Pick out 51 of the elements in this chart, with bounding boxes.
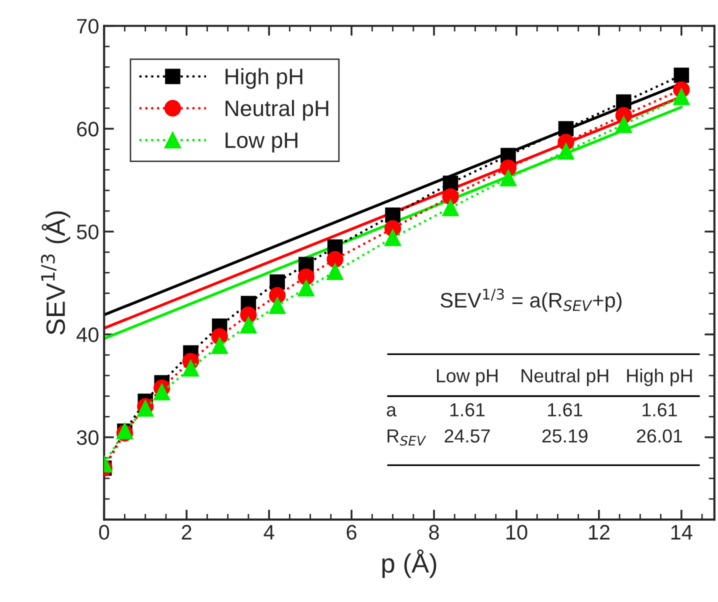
point [442,200,459,216]
point [558,143,574,160]
x-tick-label: 12 [588,524,610,540]
y-tick-label: 30 [76,430,98,446]
x-tick-label: 14 [671,525,692,540]
legend-label: High pH [226,68,302,89]
x-axis-title: p (Å) [382,549,436,578]
legend-label: Neutral pH [226,100,328,121]
annotation: Low pH [436,369,498,386]
annotation: 1.61 [642,403,677,416]
annotation: SEV$^{1/3}$ = a(R$_{SEV}$+p) [440,288,622,312]
x-tick-label: 6 [346,524,356,540]
point [182,360,200,377]
annotation: High pH [627,368,692,386]
point [442,176,458,191]
y-tick-label: 60 [77,122,98,136]
y-tick-label: 50 [76,224,98,240]
annotation: 26.01 [636,429,682,443]
point [326,251,344,268]
point [154,384,170,400]
x-tick-label: 0 [99,524,110,540]
point [270,274,285,290]
point [268,297,286,314]
point [385,207,400,223]
point [298,280,315,296]
point [298,268,315,286]
point [558,121,574,136]
y-tick-label: 40 [76,327,98,342]
x-tick-label: 4 [264,525,274,540]
point [674,68,690,83]
annotation: Neutral pH [522,368,608,386]
point [616,94,632,110]
annotation: R$_{SEV}$ [388,429,426,446]
annotation: a [386,406,396,416]
y-tick-label: 70 [77,18,98,34]
point [384,229,402,246]
annotation: 1.61 [450,403,485,416]
y-axis-title: SEV$^{1/3}$ (Å) [40,211,70,335]
point [326,263,344,280]
x-tick-label: 8 [429,524,439,540]
x-tick-label: 10 [506,524,528,540]
point [673,88,690,106]
annotation: 25.19 [542,429,588,443]
point [500,170,517,186]
annotation: 24.57 [444,429,490,443]
annotation: 1.61 [548,403,582,416]
legend-label: Low pH [226,132,298,152]
point [240,316,257,334]
point [615,116,632,133]
x-tick-label: 2 [182,524,192,540]
point [211,337,228,354]
